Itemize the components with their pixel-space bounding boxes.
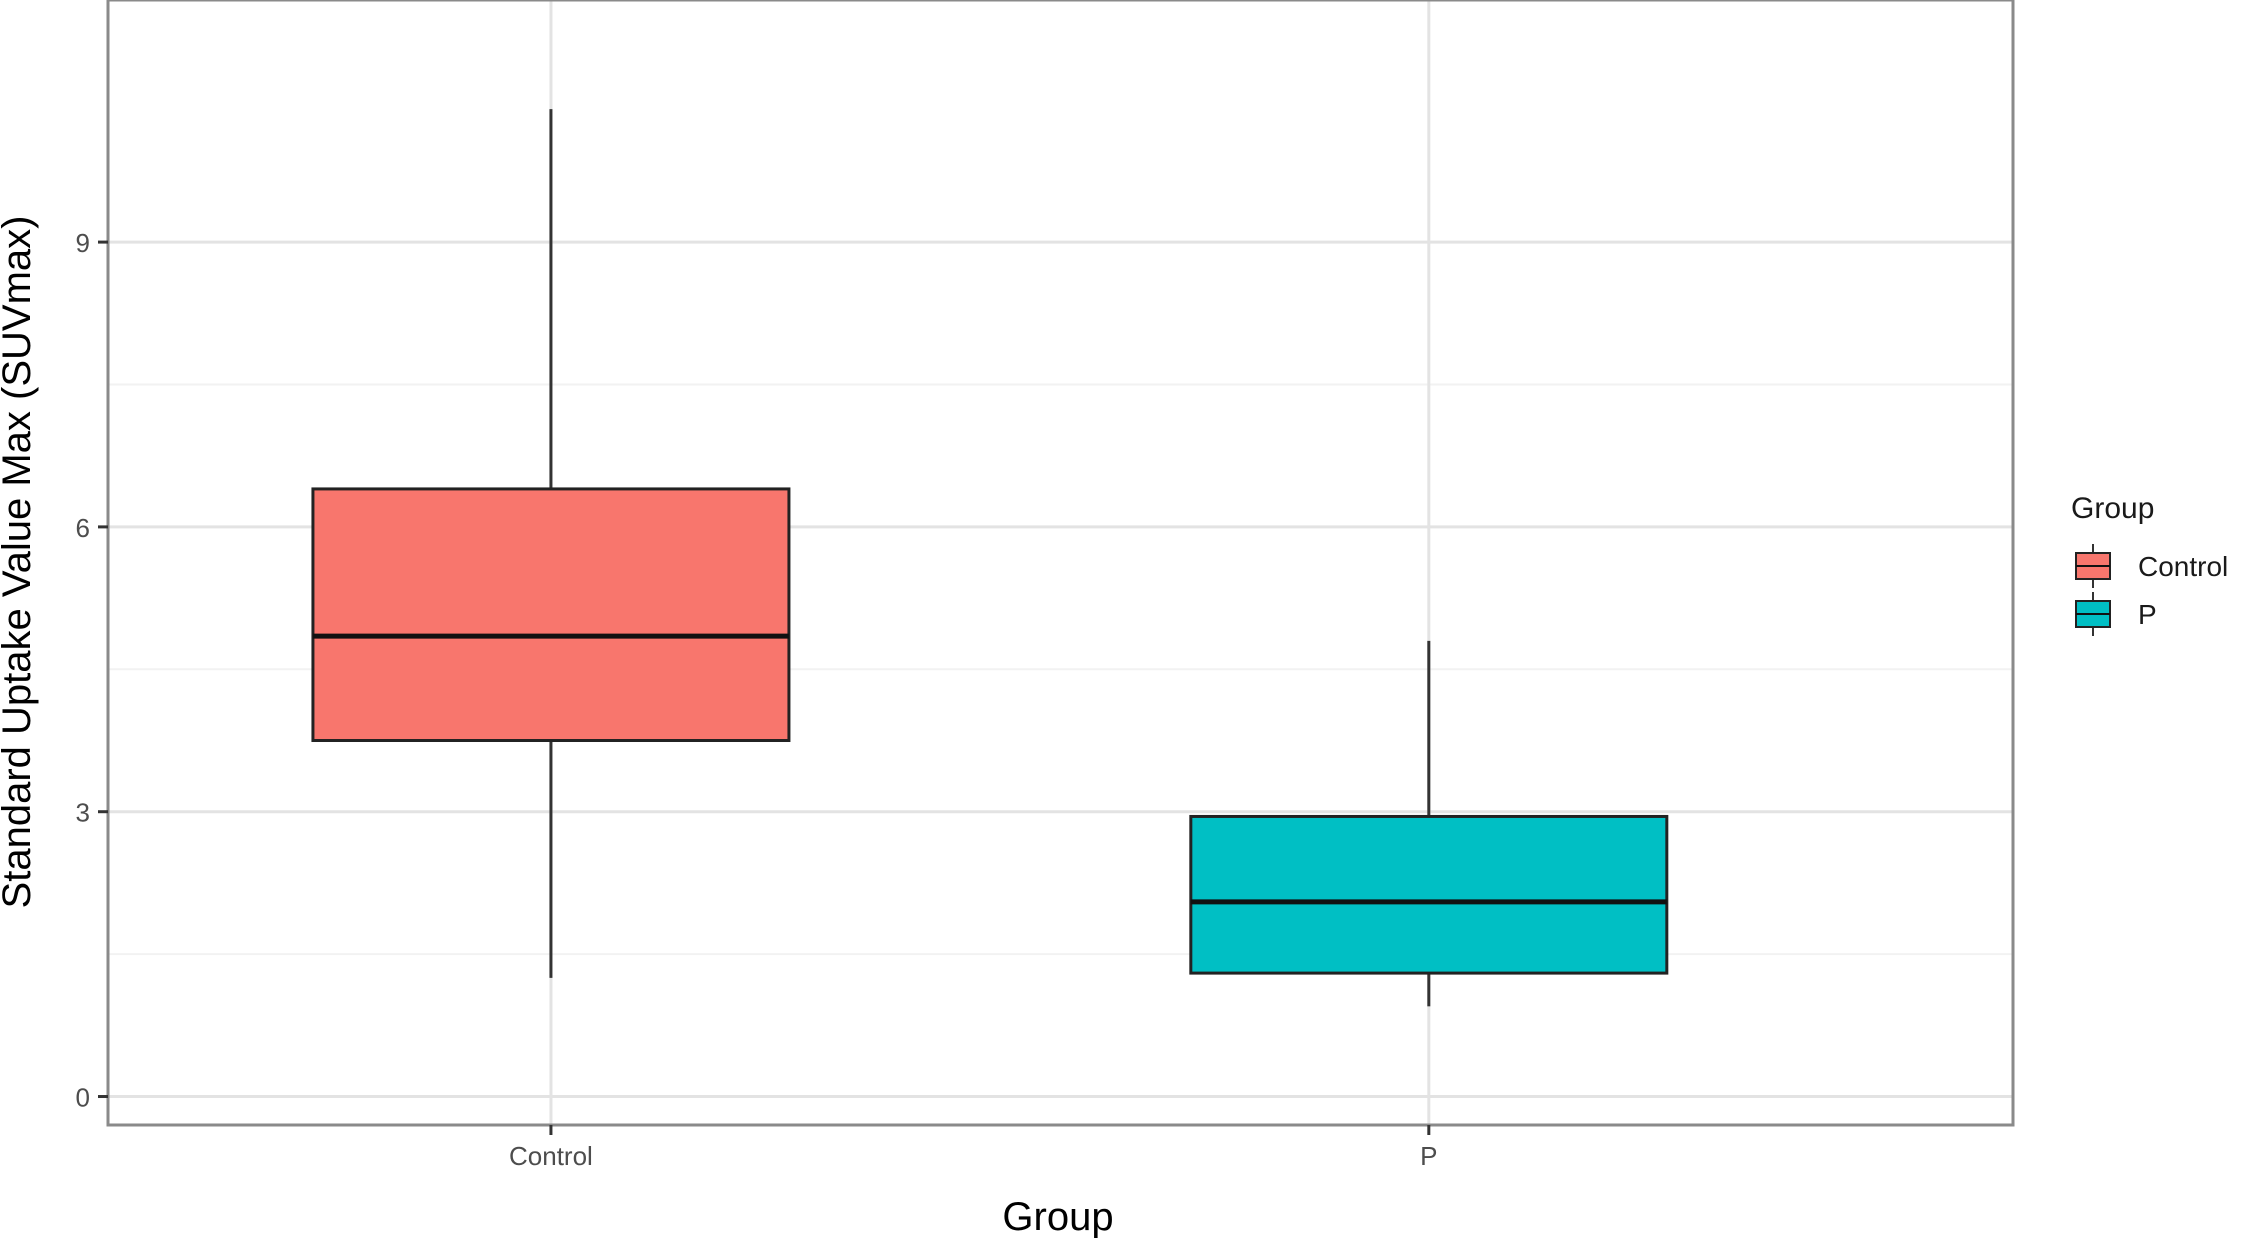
legend-title: Group	[2071, 492, 2154, 525]
legend-label: Control	[2138, 551, 2228, 582]
x-axis: Control P	[509, 1125, 1437, 1171]
box-series	[311, 109, 1669, 1007]
y-tick-label: 9	[76, 228, 90, 258]
box-control	[311, 109, 791, 978]
y-tick-label: 6	[76, 513, 90, 543]
x-tick-label: Control	[509, 1141, 593, 1171]
plot-panel-border	[106, 0, 2015, 1127]
legend-key-p	[2075, 592, 2111, 636]
box-iqr	[311, 487, 791, 743]
x-axis-title: Group	[1002, 1195, 1113, 1238]
box-iqr	[1189, 814, 1669, 975]
y-axis: 0 3 6 9	[76, 228, 108, 1113]
y-tick-label: 0	[76, 1083, 90, 1113]
y-axis-title: Standard Uptake Value Max (SUVmax)	[0, 216, 39, 909]
legend-label: P	[2138, 599, 2157, 630]
legend-key-control	[2075, 544, 2111, 588]
legend: Group Control P	[2071, 492, 2228, 636]
x-tick-label: P	[1420, 1141, 1437, 1171]
legend-items: Control P	[2075, 544, 2228, 636]
box-p	[1189, 640, 1669, 1007]
y-tick-label: 3	[76, 798, 90, 828]
